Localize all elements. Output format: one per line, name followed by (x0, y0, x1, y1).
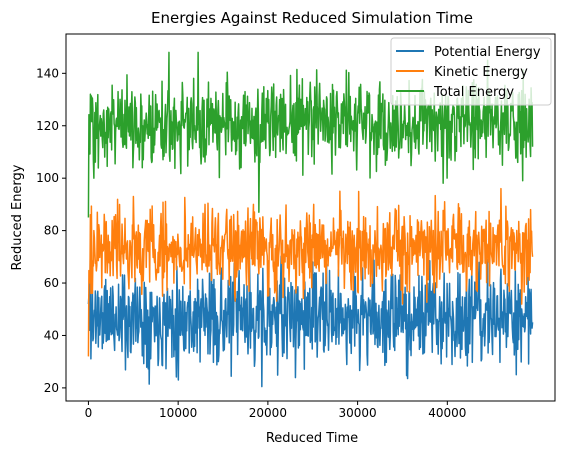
y-tick-label: 140 (36, 66, 59, 80)
y-axis: 20 40 60 80 100 120 140 (36, 66, 66, 395)
plot-frame (65, 33, 556, 402)
x-tick-label: 0 (85, 406, 93, 420)
series-line-1 (87, 187, 534, 357)
x-tick-label: 20000 (249, 406, 287, 420)
series-line-0 (87, 235, 534, 388)
y-axis-label: Reduced Energy (10, 164, 25, 270)
x-tick-label: 40000 (428, 406, 466, 420)
y-tick-label: 120 (36, 119, 59, 133)
y-tick-label: 100 (36, 171, 59, 185)
legend-label-0: Potential Energy (434, 45, 541, 60)
y-tick-label: 20 (44, 381, 59, 395)
y-tick-label: 80 (44, 224, 59, 238)
x-axis: 0 10000 20000 30000 40000 (85, 401, 466, 420)
chart-title: Energies Against Reduced Simulation Time (151, 9, 473, 27)
legend-label-2: Total Energy (433, 85, 514, 100)
x-tick-label: 10000 (159, 406, 197, 420)
x-tick-label: 30000 (339, 406, 377, 420)
y-tick-label: 60 (44, 276, 59, 290)
x-axis-label: Reduced Time (266, 431, 358, 446)
legend-label-1: Kinetic Energy (434, 65, 528, 80)
legend: Potential Energy Kinetic Energy Total Ener… (390, 37, 552, 106)
series-layer (87, 51, 534, 388)
y-tick-label: 40 (44, 328, 59, 342)
legend-box (390, 37, 552, 106)
series-line-2 (87, 51, 534, 218)
